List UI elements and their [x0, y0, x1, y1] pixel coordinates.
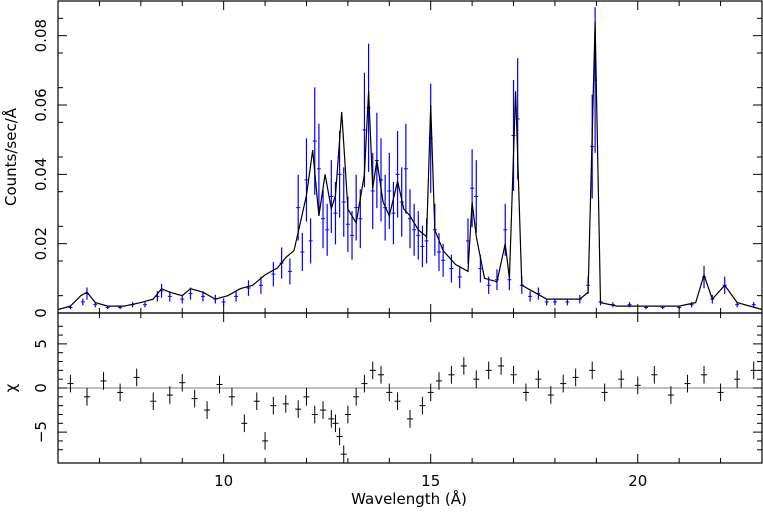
x-tick-label: 15	[421, 472, 440, 490]
spectrum-series	[57, 7, 763, 311]
spectrum-y-tick-label: 0	[32, 308, 50, 318]
residual-y-ticks: −5 0 5	[32, 325, 762, 451]
residual-y-tick-label: 5	[32, 339, 50, 349]
wavelength-x-ticks: 10 15 20	[57, 1, 763, 490]
residual-y-tick-label: 0	[32, 383, 50, 393]
spectrum-y-tick-label: 0.02	[32, 227, 50, 260]
residual-series	[67, 357, 757, 463]
spectrum-y-tick-label: 0.08	[32, 19, 50, 52]
spectrum-y-ticks: 0 0.02 0.04 0.06 0.08	[32, 17, 762, 318]
spectrum-y-axis-label: Counts/sec/Å	[1, 107, 20, 206]
residual-axes-frame	[57, 312, 763, 464]
spectrum-y-tick-label: 0.06	[32, 88, 50, 121]
x-tick-label: 20	[628, 472, 647, 490]
spectrum-panel: 0 0.02 0.04 0.06 0.08 Counts/sec/Å	[1, 0, 763, 318]
model-line	[57, 21, 763, 311]
residual-y-tick-label: −5	[32, 421, 50, 443]
residual-panel: −5 0 5 χ 10 15 20 Wavelength (Å)	[2, 1, 763, 508]
spectrum-y-tick-label: 0.04	[32, 158, 50, 191]
residual-y-axis-label: χ	[2, 383, 20, 392]
wavelength-x-axis-label: Wavelength (Å)	[351, 489, 467, 508]
x-tick-label: 10	[214, 472, 233, 490]
